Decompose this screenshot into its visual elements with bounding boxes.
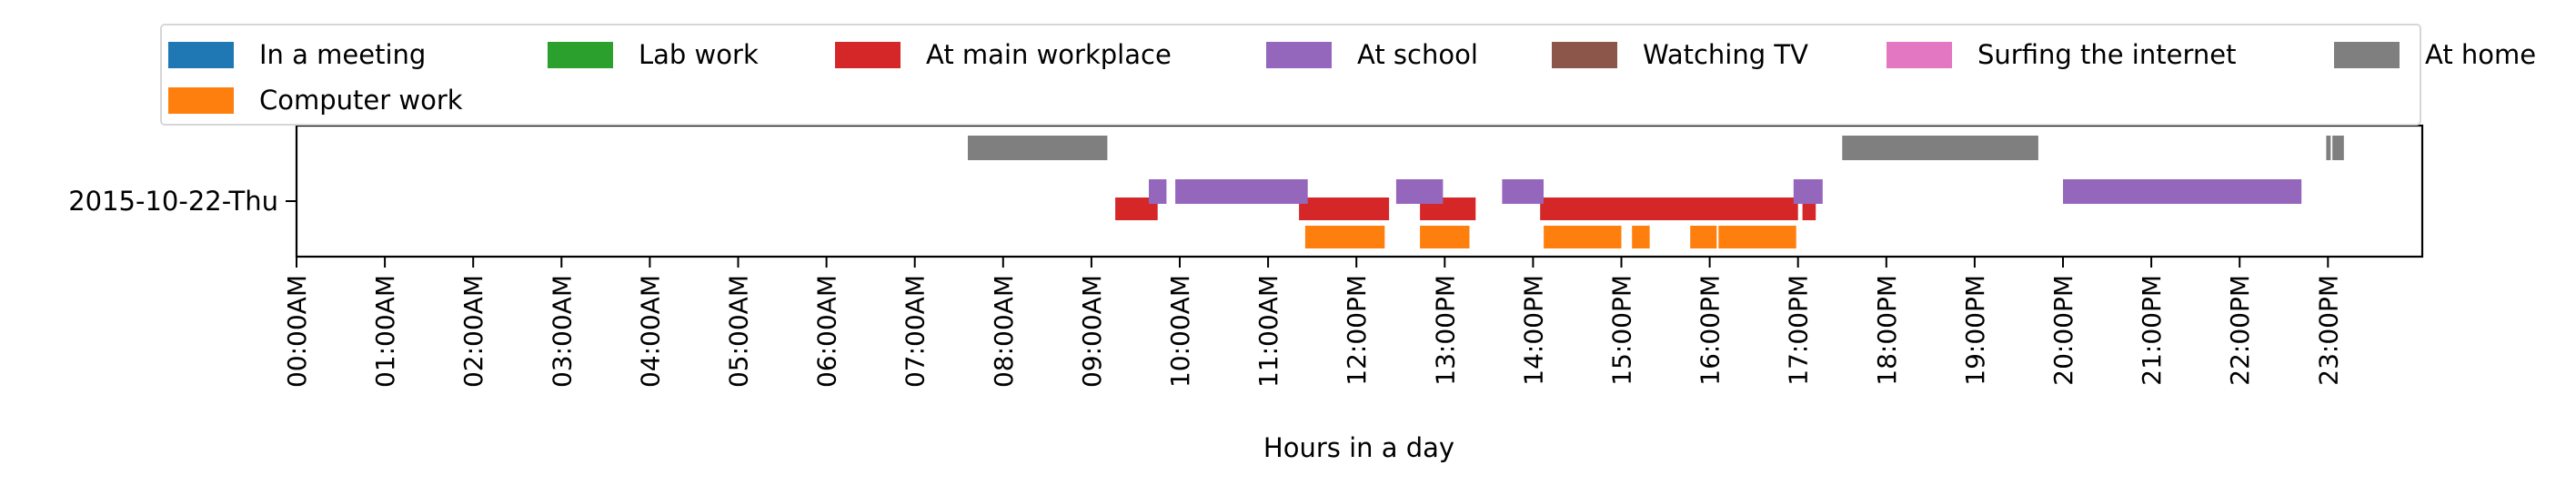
bar-at-home-2 (2326, 136, 2331, 160)
bar-at-home-0 (968, 136, 1108, 160)
legend-swatch-surfing-the-internet (1887, 41, 1952, 68)
legend-swatch-at-school (1266, 41, 1332, 68)
legend-item-at-school: At school (1266, 39, 1478, 70)
bar-at-school-3 (1502, 179, 1544, 204)
x-tick-label-2: 02:00AM (458, 275, 488, 388)
bar-at-main-workplace-1 (1299, 197, 1303, 220)
bar-at-main-workplace-2 (1303, 197, 1390, 220)
x-tick-label-6: 06:00AM (812, 275, 842, 388)
legend-item-surfing-the-internet: Surfing the internet (1887, 39, 2236, 70)
bar-at-home-3 (2332, 136, 2344, 160)
bar-computer-work-2 (1544, 226, 1622, 248)
x-tick-label-16: 16:00PM (1696, 275, 1726, 386)
legend-label-at-home: At home (2425, 39, 2537, 70)
x-tick-label-11: 11:00AM (1253, 275, 1283, 388)
legend-label-computer-work: Computer work (259, 85, 463, 116)
legend-swatch-at-home (2334, 41, 2400, 68)
x-tick-label-22: 22:00PM (2225, 275, 2255, 386)
legend-item-at-home: At home (2334, 39, 2536, 70)
bar-computer-work-1 (1420, 226, 1470, 248)
x-tick-label-3: 03:00AM (547, 275, 577, 388)
x-tick-label-4: 04:00AM (635, 275, 665, 388)
plot-frame (295, 124, 2424, 258)
x-tick-label-5: 05:00AM (724, 275, 754, 388)
x-tick-label-9: 09:00AM (1077, 275, 1107, 388)
legend-swatch-lab-work (548, 41, 613, 68)
legend-label-at-school: At school (1357, 39, 1478, 70)
y-axis: 2015-10-22-Thu (68, 186, 297, 217)
x-axis-label: Hours in a day (1263, 432, 1454, 463)
bar-computer-work-0 (1304, 226, 1385, 248)
legend-item-lab-work: Lab work (548, 39, 759, 70)
bar-at-school-1 (1175, 179, 1308, 204)
legend-label-watching-tv: Watching TV (1643, 39, 1808, 70)
x-tick-label-15: 15:00PM (1607, 275, 1637, 386)
bar-at-school-2 (1395, 179, 1444, 204)
x-tick-label-8: 08:00AM (989, 275, 1019, 388)
bar-at-main-workplace-4 (1540, 197, 1798, 220)
legend-label-lab-work: Lab work (639, 39, 759, 70)
legend-item-in-a-meeting: In a meeting (168, 39, 426, 70)
legend-item-watching-tv: Watching TV (1552, 39, 1808, 70)
bar-at-school-5 (2063, 179, 2302, 204)
bar-at-home-1 (1842, 136, 2038, 160)
legend-label-surfing-the-internet: Surfing the internet (1977, 39, 2237, 70)
legend-label-at-main-workplace: At main workplace (926, 39, 1172, 70)
bar-at-school-0 (1149, 179, 1167, 204)
legend-swatch-at-main-workplace (835, 41, 901, 68)
legend-swatch-in-a-meeting (168, 41, 234, 68)
bars-layer (968, 136, 2344, 248)
legend: In a meeting Lab work At main workplace At … (160, 24, 2536, 126)
x-tick-label-1: 01:00AM (370, 275, 400, 388)
x-tick-label-18: 18:00PM (1872, 275, 1902, 386)
x-tick-label-12: 12:00PM (1342, 275, 1372, 386)
x-tick-label-10: 10:00AM (1165, 275, 1195, 388)
bar-computer-work-4 (1690, 226, 1717, 248)
legend-swatch-watching-tv (1552, 41, 1617, 68)
x-tick-label-17: 17:00PM (1784, 275, 1814, 386)
legend-label-in-a-meeting: In a meeting (259, 39, 427, 70)
x-tick-label-7: 07:00AM (901, 275, 931, 388)
legend-item-at-main-workplace: At main workplace (835, 39, 1172, 70)
x-tick-label-20: 20:00PM (2048, 275, 2078, 386)
x-tick-label-13: 13:00PM (1430, 275, 1460, 386)
legend-item-computer-work: Computer work (168, 85, 463, 116)
y-tick-label-0: 2015-10-22-Thu (68, 186, 278, 217)
x-tick-label-21: 21:00PM (2137, 275, 2167, 386)
x-tick-label-23: 23:00PM (2313, 275, 2343, 386)
x-axis: 00:00AM 01:00AM 02:00AM 03:00AM 04:00AM 05:00… (282, 257, 2343, 388)
bar-computer-work-3 (1632, 226, 1650, 248)
legend-swatch-computer-work (168, 86, 234, 114)
x-tick-label-0: 00:00AM (282, 275, 312, 388)
bar-at-school-4 (1793, 179, 1823, 204)
bar-computer-work-5 (1718, 226, 1796, 248)
x-tick-label-14: 14:00PM (1518, 275, 1548, 386)
x-tick-label-19: 19:00PM (1960, 275, 1990, 386)
